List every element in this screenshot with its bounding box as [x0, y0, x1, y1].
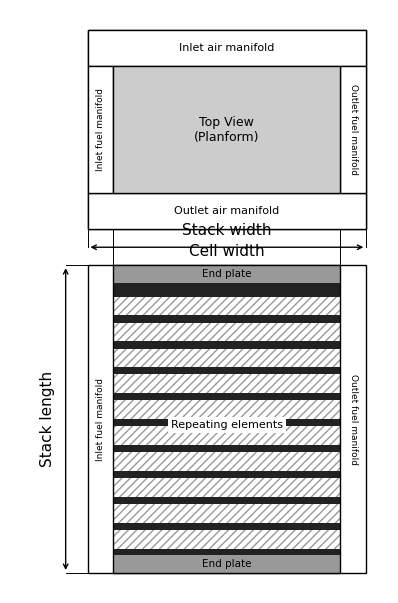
Text: Outlet air manifold: Outlet air manifold	[174, 206, 279, 216]
Bar	[113, 400, 340, 419]
Bar	[113, 374, 340, 393]
Bar	[113, 367, 340, 374]
Bar	[113, 478, 340, 497]
Text: Outlet fuel manifold: Outlet fuel manifold	[349, 84, 358, 175]
Text: End plate: End plate	[202, 270, 252, 279]
Bar	[113, 349, 340, 367]
Bar	[113, 393, 340, 400]
Text: Outlet fuel manifold: Outlet fuel manifold	[349, 374, 358, 464]
Bar	[113, 265, 340, 283]
Text: Cell width: Cell width	[189, 244, 265, 259]
Bar	[113, 66, 340, 193]
Bar	[113, 341, 340, 349]
Bar	[113, 530, 340, 549]
Text: Inlet fuel manifold: Inlet fuel manifold	[96, 88, 105, 171]
Bar	[113, 289, 340, 297]
Bar	[113, 265, 340, 573]
Bar	[113, 315, 340, 323]
Bar	[113, 523, 340, 530]
Bar	[113, 419, 340, 426]
Bar	[88, 193, 366, 229]
Bar	[88, 66, 113, 193]
Text: End plate: End plate	[202, 559, 252, 569]
Bar	[113, 555, 340, 573]
Bar	[113, 445, 340, 452]
Text: Inlet air manifold: Inlet air manifold	[179, 43, 275, 53]
Bar	[113, 452, 340, 471]
Bar	[113, 549, 340, 555]
Bar	[88, 265, 366, 573]
Bar	[113, 426, 340, 445]
Text: Repeating elements: Repeating elements	[171, 420, 283, 430]
Bar	[113, 297, 340, 315]
Bar	[340, 66, 366, 193]
Text: Stack length: Stack length	[40, 371, 55, 467]
Bar	[88, 30, 366, 66]
Text: Inlet fuel manifold: Inlet fuel manifold	[96, 377, 105, 461]
Text: Stack width: Stack width	[182, 223, 271, 238]
Text: Top View
(Planform): Top View (Planform)	[194, 116, 259, 144]
Bar	[113, 497, 340, 504]
Bar	[113, 323, 340, 341]
Bar	[88, 30, 366, 229]
Bar	[113, 283, 340, 289]
Bar	[113, 504, 340, 523]
Bar	[113, 471, 340, 478]
